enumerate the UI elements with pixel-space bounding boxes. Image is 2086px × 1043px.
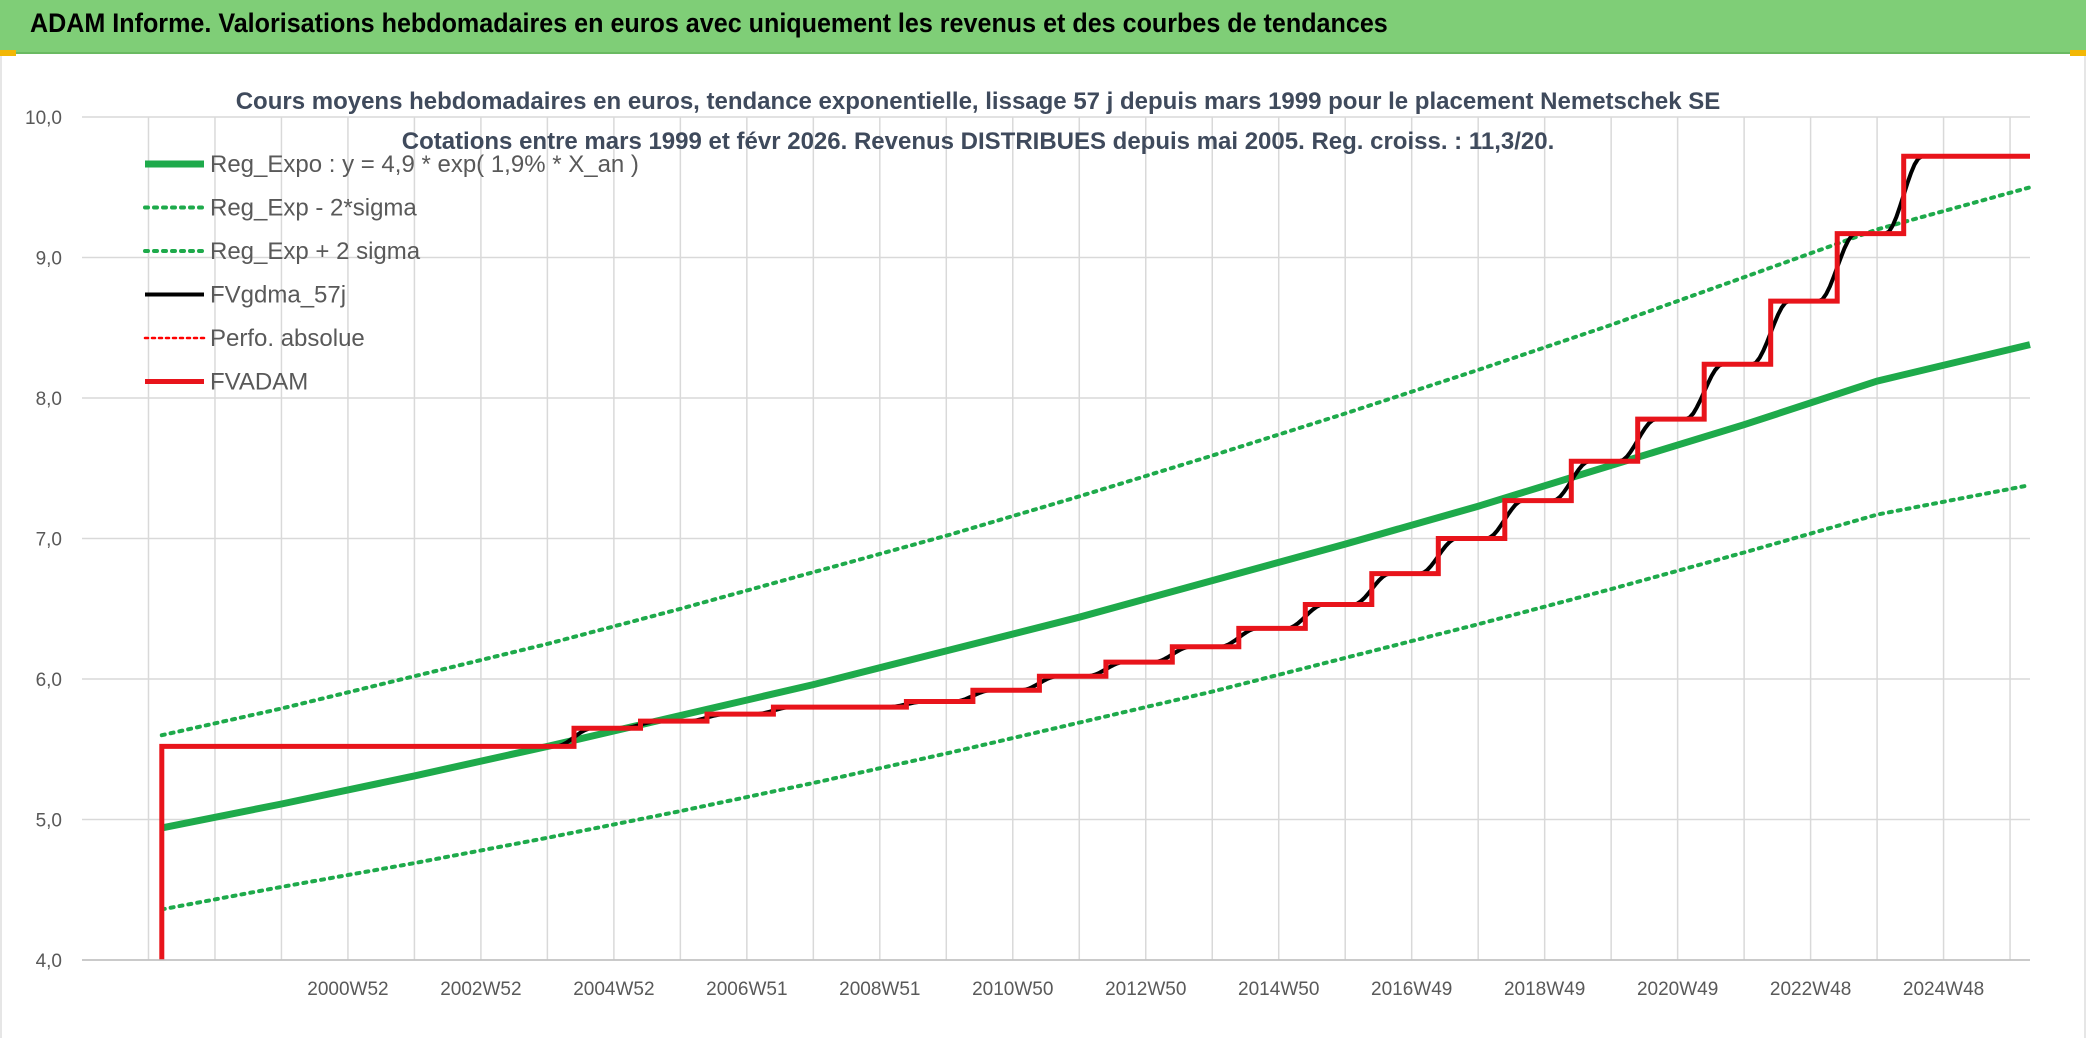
x-tick-label: 2008W51 xyxy=(839,979,920,1000)
corner-accent-left xyxy=(0,50,16,56)
series-reg-plus-2sigma xyxy=(159,185,2032,738)
x-tick-label: 2024W48 xyxy=(1903,979,1984,1000)
y-tick-label: 5,0 xyxy=(36,811,62,832)
series-fvadam xyxy=(159,153,2030,960)
series-reg-minus-2sigma xyxy=(159,483,2032,912)
x-tick-label: 2004W52 xyxy=(573,979,654,1000)
legend-label: Reg_Exp - 2*sigma xyxy=(210,195,417,222)
legend-label: FVgdma_57j xyxy=(210,282,346,309)
axes: 4,0 5,0 6,0 7,0 8,0 9,0 10,0 2000W52 2002W52 2004… xyxy=(25,108,2030,1000)
series-lines xyxy=(159,153,2032,960)
y-tick-label: 4,0 xyxy=(36,951,62,972)
x-tick-label: 2018W49 xyxy=(1504,979,1585,1000)
x-tick-label: 2020W49 xyxy=(1637,979,1718,1000)
y-tick-label: 10,0 xyxy=(25,108,62,129)
y-tick-label: 7,0 xyxy=(36,530,62,551)
legend-label: Perfo. absolue xyxy=(210,325,365,352)
y-tick-label: 9,0 xyxy=(36,249,62,270)
legend: Reg_Expo : y = 4,9 * exp( 1,9% * X_an ) R… xyxy=(143,151,639,396)
y-tick-label: 8,0 xyxy=(36,389,62,410)
series-fvgdma-57j xyxy=(161,154,2012,749)
y-tick-label: 6,0 xyxy=(36,670,62,691)
chart-title-block: Cours moyens hebdomadaires en euros, ten… xyxy=(236,88,1721,155)
chart-title-line-1: Cours moyens hebdomadaires en euros, ten… xyxy=(236,88,1721,115)
chart-area: 4,0 5,0 6,0 7,0 8,0 9,0 10,0 2000W52 2002W52 2004… xyxy=(0,56,2086,1038)
legend-label: FVADAM xyxy=(210,369,308,396)
gridlines xyxy=(82,116,2030,961)
report-title: ADAM Informe. Valorisations hebdomadaire… xyxy=(30,8,1388,38)
x-tick-label: 2002W52 xyxy=(440,979,521,1000)
series-reg-expo xyxy=(161,341,2031,832)
chart-title-line-2: Cotations entre mars 1999 et févr 2026. … xyxy=(402,128,1555,155)
x-tick-label: 2006W51 xyxy=(706,979,787,1000)
line-chart: 4,0 5,0 6,0 7,0 8,0 9,0 10,0 2000W52 2002W52 2004… xyxy=(25,88,2032,1000)
legend-label: Reg_Expo : y = 4,9 * exp( 1,9% * X_an ) xyxy=(210,151,639,178)
corner-accent-right xyxy=(2070,50,2086,56)
x-tick-label: 2012W50 xyxy=(1105,979,1186,1000)
report-header: ADAM Informe. Valorisations hebdomadaire… xyxy=(0,0,2086,54)
x-tick-label: 2010W50 xyxy=(972,979,1053,1000)
legend-label: Reg_Exp + 2 sigma xyxy=(210,238,421,265)
x-tick-label: 2014W50 xyxy=(1238,979,1319,1000)
x-tick-label: 2000W52 xyxy=(307,979,388,1000)
x-tick-label: 2022W48 xyxy=(1770,979,1851,1000)
x-tick-label: 2016W49 xyxy=(1371,979,1452,1000)
